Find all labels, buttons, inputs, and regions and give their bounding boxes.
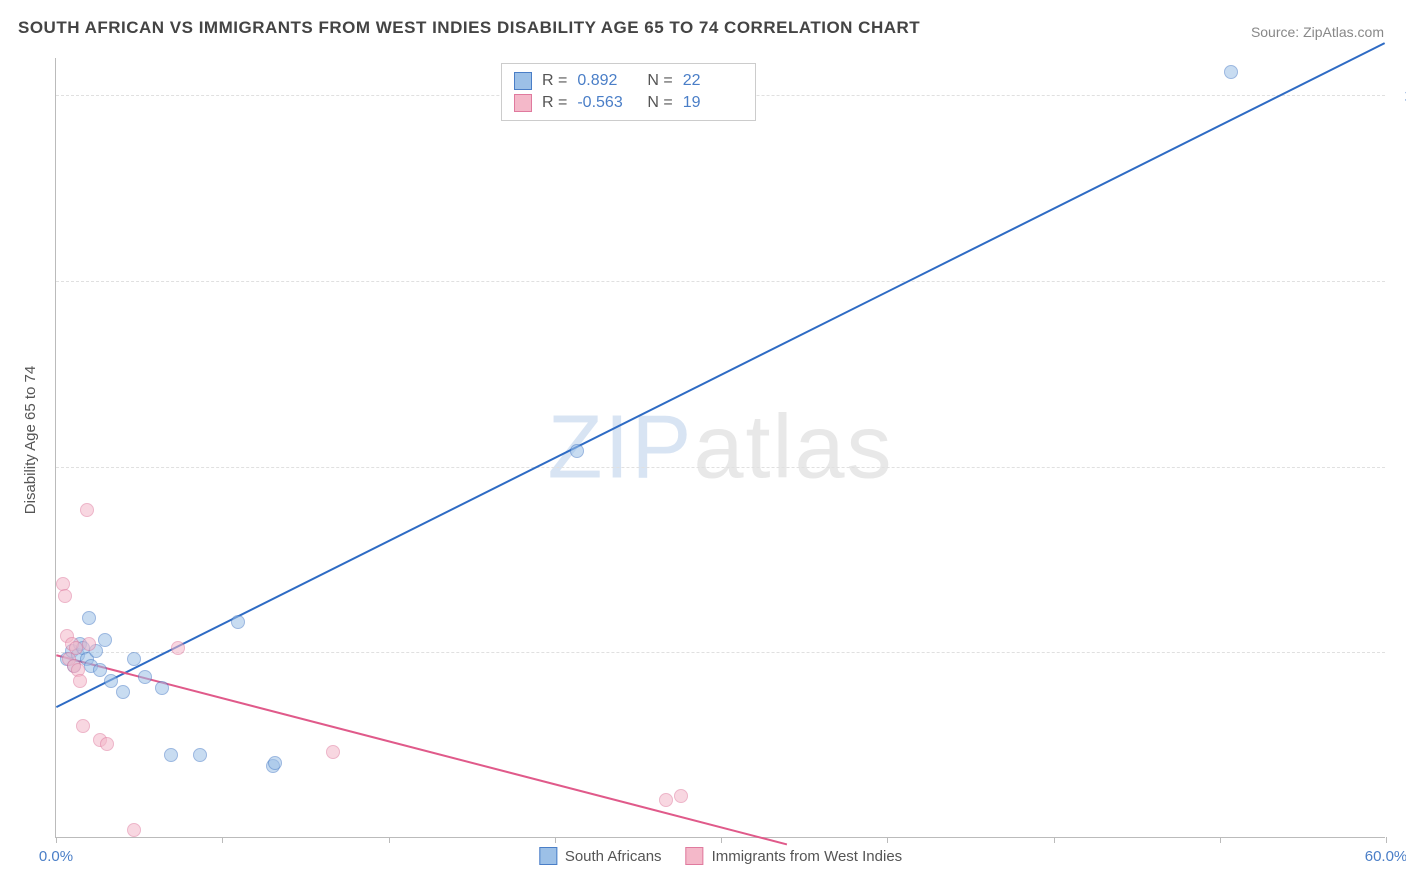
trend-line bbox=[56, 43, 1384, 707]
r-value-2: -0.563 bbox=[577, 94, 637, 112]
x-tick bbox=[1386, 837, 1387, 843]
data-point bbox=[58, 589, 72, 603]
gridline: 25.0% bbox=[56, 652, 1385, 653]
data-point bbox=[100, 737, 114, 751]
data-point bbox=[73, 674, 87, 688]
r-label: R = bbox=[542, 94, 567, 112]
data-point bbox=[164, 748, 178, 762]
legend-label-2: Immigrants from West Indies bbox=[712, 848, 903, 865]
data-point bbox=[127, 652, 141, 666]
data-point bbox=[138, 670, 152, 684]
data-point bbox=[570, 444, 584, 458]
gridline: 50.0% bbox=[56, 467, 1385, 468]
data-point bbox=[659, 793, 673, 807]
legend-swatch-1 bbox=[539, 847, 557, 865]
x-tick-label: 60.0% bbox=[1365, 848, 1406, 865]
r-value-1: 0.892 bbox=[577, 72, 637, 90]
x-tick bbox=[389, 837, 390, 843]
data-point bbox=[268, 756, 282, 770]
correlation-stats-box: R = 0.892 N = 22 R = -0.563 N = 19 bbox=[501, 63, 756, 121]
legend-item-1: South Africans bbox=[539, 847, 662, 865]
data-point bbox=[82, 611, 96, 625]
stats-row-series-1: R = 0.892 N = 22 bbox=[514, 70, 743, 92]
x-tick bbox=[721, 837, 722, 843]
n-label: N = bbox=[647, 94, 672, 112]
x-tick bbox=[555, 837, 556, 843]
data-point bbox=[326, 745, 340, 759]
data-point bbox=[80, 503, 94, 517]
x-tick bbox=[1054, 837, 1055, 843]
n-label: N = bbox=[647, 72, 672, 90]
n-value-2: 19 bbox=[683, 94, 743, 112]
chart-plot-area: ZIPatlas 25.0%50.0%75.0%100.0% 0.0%60.0%… bbox=[55, 58, 1385, 838]
x-tick-label: 0.0% bbox=[39, 848, 73, 865]
data-point bbox=[193, 748, 207, 762]
trend-lines bbox=[56, 58, 1385, 837]
x-tick bbox=[56, 837, 57, 843]
data-point bbox=[93, 663, 107, 677]
source-label: Source: ZipAtlas.com bbox=[1251, 24, 1384, 40]
data-point bbox=[127, 823, 141, 837]
x-tick bbox=[887, 837, 888, 843]
chart-title: SOUTH AFRICAN VS IMMIGRANTS FROM WEST IN… bbox=[18, 18, 920, 38]
y-tick-label: 25.0% bbox=[1395, 645, 1406, 662]
data-point bbox=[82, 637, 96, 651]
legend-label-1: South Africans bbox=[565, 848, 662, 865]
x-tick bbox=[1220, 837, 1221, 843]
y-axis-label: Disability Age 65 to 74 bbox=[22, 366, 39, 514]
watermark: ZIPatlas bbox=[547, 396, 893, 499]
data-point bbox=[155, 681, 169, 695]
data-point bbox=[76, 719, 90, 733]
data-point bbox=[116, 685, 130, 699]
legend-item-2: Immigrants from West Indies bbox=[686, 847, 903, 865]
x-tick bbox=[222, 837, 223, 843]
bottom-legend: South Africans Immigrants from West Indi… bbox=[539, 847, 902, 865]
r-label: R = bbox=[542, 72, 567, 90]
stats-swatch-1 bbox=[514, 72, 532, 90]
data-point bbox=[69, 641, 83, 655]
stats-swatch-2 bbox=[514, 94, 532, 112]
gridline: 75.0% bbox=[56, 281, 1385, 282]
y-tick-label: 75.0% bbox=[1395, 273, 1406, 290]
data-point bbox=[231, 615, 245, 629]
data-point bbox=[171, 641, 185, 655]
y-tick-label: 50.0% bbox=[1395, 459, 1406, 476]
data-point bbox=[98, 633, 112, 647]
data-point bbox=[104, 674, 118, 688]
data-point bbox=[1224, 65, 1238, 79]
n-value-1: 22 bbox=[683, 72, 743, 90]
legend-swatch-2 bbox=[686, 847, 704, 865]
y-tick-label: 100.0% bbox=[1395, 88, 1406, 105]
data-point bbox=[674, 789, 688, 803]
stats-row-series-2: R = -0.563 N = 19 bbox=[514, 92, 743, 114]
